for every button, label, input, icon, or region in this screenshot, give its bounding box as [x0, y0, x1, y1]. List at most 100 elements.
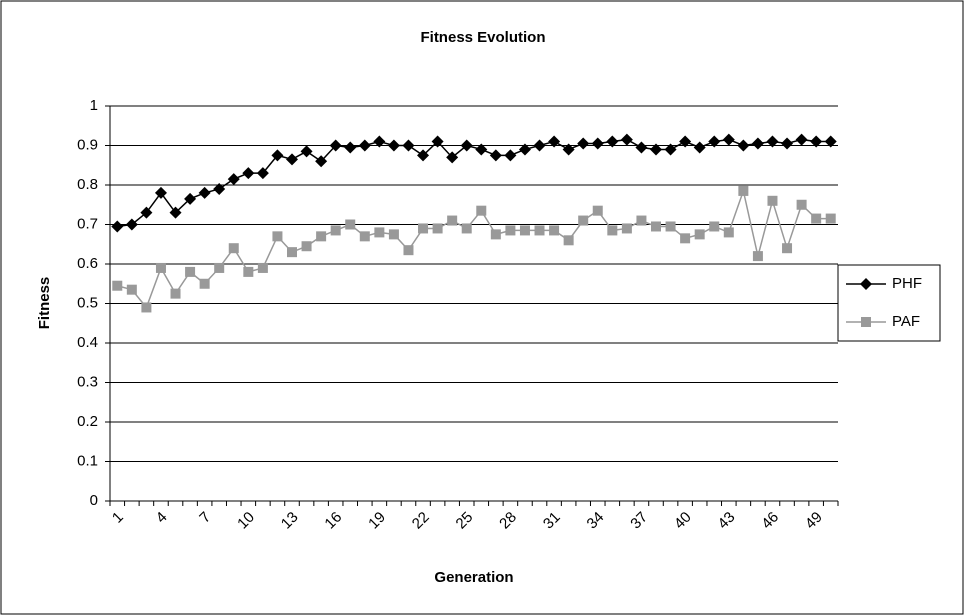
point — [461, 223, 472, 234]
point — [373, 135, 386, 148]
y-tick-label: 0.3 — [77, 373, 98, 390]
point — [708, 135, 721, 148]
y-tick-label: 0 — [90, 492, 98, 509]
point — [125, 218, 138, 231]
point — [534, 225, 545, 236]
point — [810, 135, 823, 148]
point — [227, 173, 240, 186]
point — [228, 243, 239, 254]
point — [330, 225, 341, 236]
y-axis-label: Fitness — [36, 277, 53, 330]
point — [489, 149, 502, 162]
point — [738, 185, 749, 196]
point — [781, 137, 794, 150]
point — [243, 266, 254, 277]
point — [403, 245, 414, 256]
point — [693, 141, 706, 154]
point — [795, 133, 808, 146]
point — [518, 143, 531, 156]
point — [782, 243, 793, 254]
legend-label: PHF — [892, 275, 922, 292]
point — [126, 284, 137, 295]
point — [358, 139, 371, 152]
point — [752, 251, 763, 262]
point — [345, 219, 356, 230]
point — [680, 233, 691, 244]
point — [767, 195, 778, 206]
point — [650, 143, 662, 156]
point — [664, 143, 677, 156]
point — [824, 135, 837, 148]
point — [344, 141, 357, 154]
y-tick-label: 0.7 — [77, 215, 98, 232]
point — [591, 137, 604, 150]
point — [432, 223, 443, 234]
point — [155, 262, 166, 273]
point — [737, 139, 750, 152]
point — [766, 135, 779, 148]
point — [287, 247, 297, 258]
y-tick-label: 1 — [90, 97, 98, 114]
point — [519, 225, 530, 236]
point — [272, 231, 283, 242]
point — [402, 139, 415, 152]
point — [154, 186, 167, 199]
point — [316, 231, 327, 242]
point — [606, 135, 619, 148]
legend-marker — [860, 278, 872, 290]
point — [301, 241, 312, 252]
point — [446, 151, 459, 164]
legend — [837, 264, 941, 342]
point — [562, 143, 575, 156]
point — [490, 229, 501, 240]
point — [418, 223, 429, 234]
point — [549, 225, 560, 236]
point — [256, 167, 269, 180]
y-tick-label: 0.9 — [77, 136, 98, 153]
point — [578, 215, 589, 226]
y-tick-label: 0.8 — [77, 176, 98, 193]
point — [504, 149, 517, 162]
y-tick-label: 0.6 — [77, 255, 98, 272]
point — [592, 205, 603, 216]
point — [374, 227, 385, 238]
y-tick-label: 0.5 — [77, 294, 98, 311]
point — [620, 133, 633, 146]
point — [431, 135, 444, 148]
x-axis-label: Generation — [434, 569, 513, 586]
legend-label: PAF — [892, 313, 920, 330]
point — [621, 223, 632, 234]
point — [709, 221, 720, 232]
point — [563, 235, 574, 246]
legend-marker — [861, 317, 871, 327]
point — [417, 149, 430, 162]
point — [447, 215, 458, 226]
point — [533, 139, 546, 152]
point — [505, 225, 516, 236]
point — [651, 221, 661, 232]
point — [388, 229, 399, 240]
point — [140, 206, 153, 219]
point — [460, 139, 473, 152]
y-tick-label: 0.1 — [77, 452, 98, 469]
point — [300, 145, 313, 158]
point — [796, 199, 807, 210]
chart-title: Fitness Evolution — [420, 29, 545, 46]
point — [636, 215, 647, 226]
point — [169, 206, 182, 219]
point — [722, 133, 735, 146]
point — [387, 139, 400, 152]
point — [185, 266, 196, 277]
point — [607, 225, 618, 236]
point — [825, 213, 836, 224]
point — [199, 278, 210, 289]
point — [271, 149, 284, 162]
point — [577, 137, 590, 150]
point — [329, 139, 342, 152]
point — [257, 262, 268, 273]
y-tick-label: 0.4 — [77, 334, 98, 351]
point — [184, 192, 197, 205]
point — [141, 302, 152, 313]
